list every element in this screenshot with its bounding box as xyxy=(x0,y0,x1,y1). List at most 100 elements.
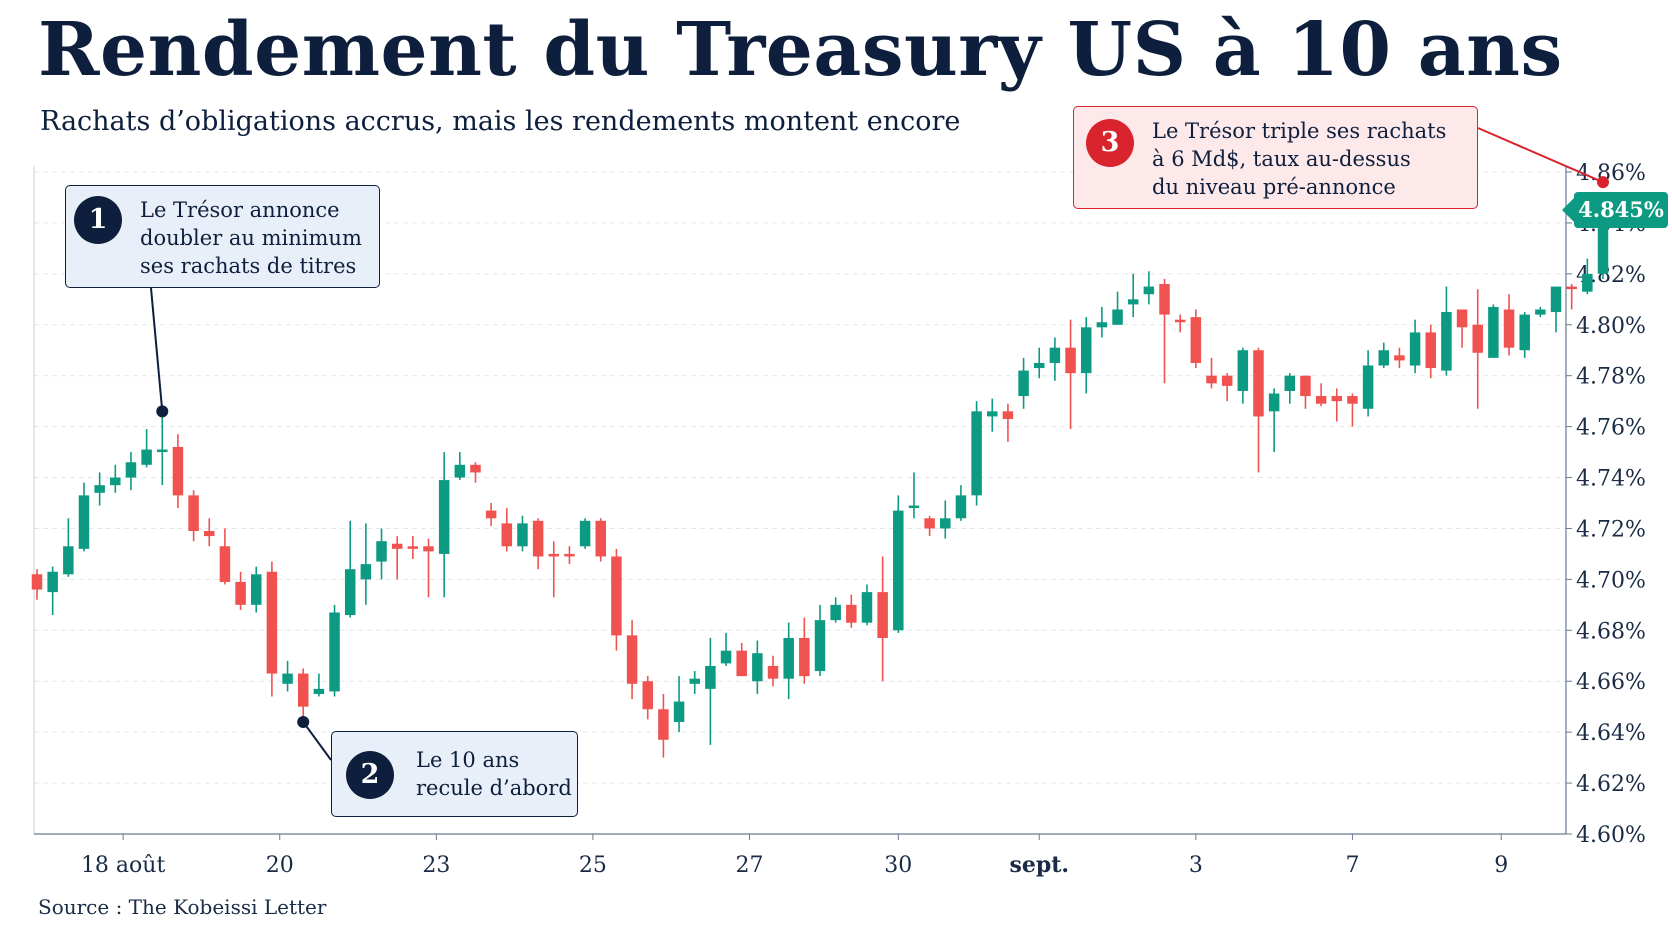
candle-body xyxy=(485,510,497,519)
candle-body xyxy=(642,681,653,710)
candle-body xyxy=(595,520,607,557)
candle-body xyxy=(470,464,481,473)
candle-body xyxy=(297,673,309,707)
candle-body xyxy=(1002,411,1014,419)
candle-body xyxy=(1331,396,1343,402)
candle-body xyxy=(783,637,794,679)
y-tick-label: 4.64% xyxy=(1576,721,1646,746)
candle-body xyxy=(673,701,685,722)
candle-body xyxy=(1159,284,1170,315)
candle-body xyxy=(1065,347,1076,374)
candle-body xyxy=(548,553,560,557)
candle-body xyxy=(689,678,700,684)
x-tick-label: 18 août xyxy=(81,853,166,878)
candle-body xyxy=(893,510,904,631)
candle-body xyxy=(877,592,888,638)
candle-body xyxy=(1033,362,1045,369)
candle-body xyxy=(1503,309,1515,348)
candle-body xyxy=(1472,324,1483,353)
candle-body xyxy=(219,546,231,582)
candle-body xyxy=(767,665,779,679)
chart-title: Rendement du Treasury US à 10 ans xyxy=(38,7,1563,93)
candle-body xyxy=(799,637,810,677)
candle-body xyxy=(1347,396,1358,404)
candle-body xyxy=(63,546,74,575)
y-tick-label: 4.74% xyxy=(1576,467,1646,492)
candle-body xyxy=(846,604,857,623)
candle-body xyxy=(1300,375,1311,397)
candle-body xyxy=(250,574,262,605)
y-tick-label: 4.78% xyxy=(1576,365,1646,390)
candle-body xyxy=(1253,350,1264,417)
y-tick-label: 4.70% xyxy=(1576,568,1646,593)
x-tick-label: 3 xyxy=(1189,853,1203,878)
x-tick-label: 27 xyxy=(736,853,764,878)
candle-body xyxy=(1566,286,1577,290)
callout-2-leader xyxy=(302,721,332,761)
candle-body xyxy=(1441,312,1452,371)
callout-1-point xyxy=(156,405,169,418)
callout-3-point xyxy=(1597,176,1609,189)
source-note: Source : The Kobeissi Letter xyxy=(38,895,327,919)
candle-body xyxy=(1237,350,1249,391)
candle-body xyxy=(1143,286,1155,295)
candle-body xyxy=(1268,393,1280,412)
candle-body xyxy=(532,520,544,557)
candle-body xyxy=(626,635,638,684)
y-tick-label: 4.72% xyxy=(1576,517,1646,542)
callout-3-number: 3 xyxy=(1086,119,1134,167)
candle-body xyxy=(235,581,246,605)
candle-body xyxy=(564,553,575,557)
candle-body xyxy=(1378,350,1390,366)
callout-2-number: 2 xyxy=(346,751,394,799)
candle-body xyxy=(188,495,199,532)
candle-body xyxy=(1456,309,1468,328)
candle-body xyxy=(1394,355,1405,361)
callout-3: 3 Le Trésor triple ses rachats à 6 Md$, … xyxy=(1073,106,1478,209)
candle-body xyxy=(705,665,716,689)
candle-body xyxy=(830,604,841,621)
x-tick-label: 7 xyxy=(1345,853,1359,878)
candle-body xyxy=(204,531,215,537)
y-tick-label: 4.66% xyxy=(1576,670,1646,695)
y-tick-label: 4.68% xyxy=(1576,619,1646,644)
candle-body xyxy=(501,523,513,547)
candle-body xyxy=(1221,375,1233,386)
candle-body xyxy=(1112,309,1123,325)
candle-body xyxy=(376,541,387,562)
candle-body xyxy=(1174,319,1186,323)
candle-body xyxy=(94,485,105,493)
candle-body xyxy=(924,518,935,529)
candle-body xyxy=(940,518,951,529)
candle-body xyxy=(125,462,137,478)
callout-1: 1 Le Trésor annonce doubler au minimum s… xyxy=(65,185,380,288)
candle-body xyxy=(438,480,450,554)
candle-body xyxy=(1519,314,1530,351)
last-value-badge: 4.845% xyxy=(1562,192,1668,228)
candle-body xyxy=(814,620,826,672)
callout-1-leader xyxy=(150,287,164,412)
x-tick-label: sept. xyxy=(1009,852,1069,878)
candle-body xyxy=(423,546,434,552)
callout-1-number: 1 xyxy=(74,196,122,244)
candle-body xyxy=(1535,309,1546,315)
callout-2: 2 Le 10 ans recule d’abord xyxy=(331,731,578,817)
y-tick-label: 4.60% xyxy=(1576,823,1646,848)
callout-2-text: Le 10 ans recule d’abord xyxy=(416,748,572,800)
x-tick-label: 20 xyxy=(266,853,294,878)
candle-body xyxy=(1127,299,1139,305)
candle-body xyxy=(344,569,356,616)
candle-body xyxy=(955,495,967,519)
candle-body xyxy=(1190,317,1202,363)
candle-body xyxy=(1488,306,1499,358)
x-tick-label: 25 xyxy=(579,853,607,878)
candle-body xyxy=(658,709,669,740)
candle-body xyxy=(1018,370,1029,397)
callout-3-leader xyxy=(1477,127,1604,184)
candle-body xyxy=(971,411,982,496)
candle-body xyxy=(1362,365,1374,409)
candle-body xyxy=(110,477,121,486)
candle-body xyxy=(517,523,528,547)
candle-body xyxy=(172,446,184,496)
